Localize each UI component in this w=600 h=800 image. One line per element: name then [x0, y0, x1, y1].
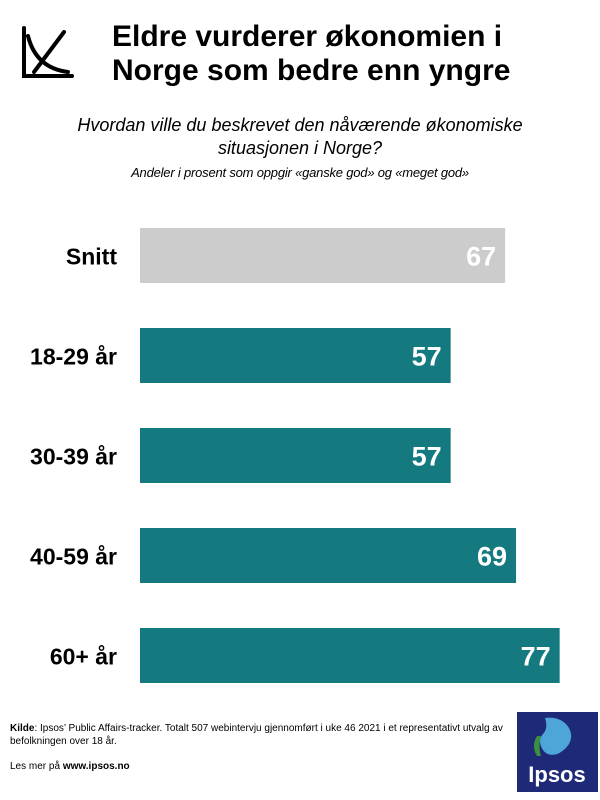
- category-label: 30-39 år: [30, 444, 117, 470]
- category-label: 18-29 år: [30, 344, 117, 370]
- bar: [140, 328, 451, 383]
- value-label: 57: [412, 442, 442, 472]
- bar-chart: Snitt 67 18-29 år 57 30-39 år 57 40-59 år 69 60+…: [30, 228, 560, 683]
- category-label: 60+ år: [50, 644, 117, 670]
- question-line-2: situasjonen i Norge?: [217, 138, 383, 158]
- source-text: : Ipsos’ Public Affairs-tracker. Totalt …: [10, 723, 503, 747]
- bar: [140, 628, 560, 683]
- value-label: 77: [521, 642, 551, 672]
- chart-note: Andeler i prosent som oppgir «ganske god…: [131, 165, 469, 180]
- bar: [140, 428, 451, 483]
- chart-axes-icon: [22, 26, 74, 78]
- category-label: Snitt: [66, 244, 117, 270]
- title-line-2: Norge som bedre enn yngre: [112, 54, 511, 87]
- ipsos-logo: Ipsos: [517, 712, 598, 792]
- source-note: Kilde: Ipsos’ Public Affairs-tracker. To…: [10, 722, 510, 748]
- bar: [140, 228, 506, 283]
- logo-text: Ipsos: [528, 762, 585, 787]
- read-more-prefix: Les mer på: [10, 761, 63, 772]
- read-more: Les mer på www.ipsos.no: [10, 760, 510, 773]
- footer-source: Kilde: Ipsos’ Public Affairs-tracker. To…: [10, 722, 510, 773]
- read-more-link[interactable]: www.ipsos.no: [62, 761, 130, 772]
- value-label: 57: [412, 342, 442, 372]
- category-label: 40-59 år: [30, 544, 117, 570]
- source-label: Kilde: [10, 723, 35, 734]
- value-label: 69: [477, 542, 507, 572]
- value-label: 67: [466, 242, 496, 272]
- page-title: Eldre vurderer økonomien i Norge som bed…: [112, 20, 582, 88]
- title-line-1: Eldre vurderer økonomien i: [112, 20, 503, 53]
- question-line-1: Hvordan ville du beskrevet den nåværende…: [77, 115, 523, 135]
- bar: [140, 528, 517, 583]
- chart-question: Hvordan ville du beskrevet den nåværende…: [20, 114, 580, 160]
